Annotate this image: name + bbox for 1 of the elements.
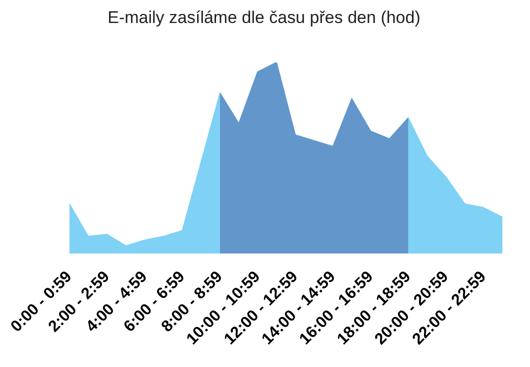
chart-title: E-maily zasíláme dle času přes den (hod) (108, 8, 420, 27)
